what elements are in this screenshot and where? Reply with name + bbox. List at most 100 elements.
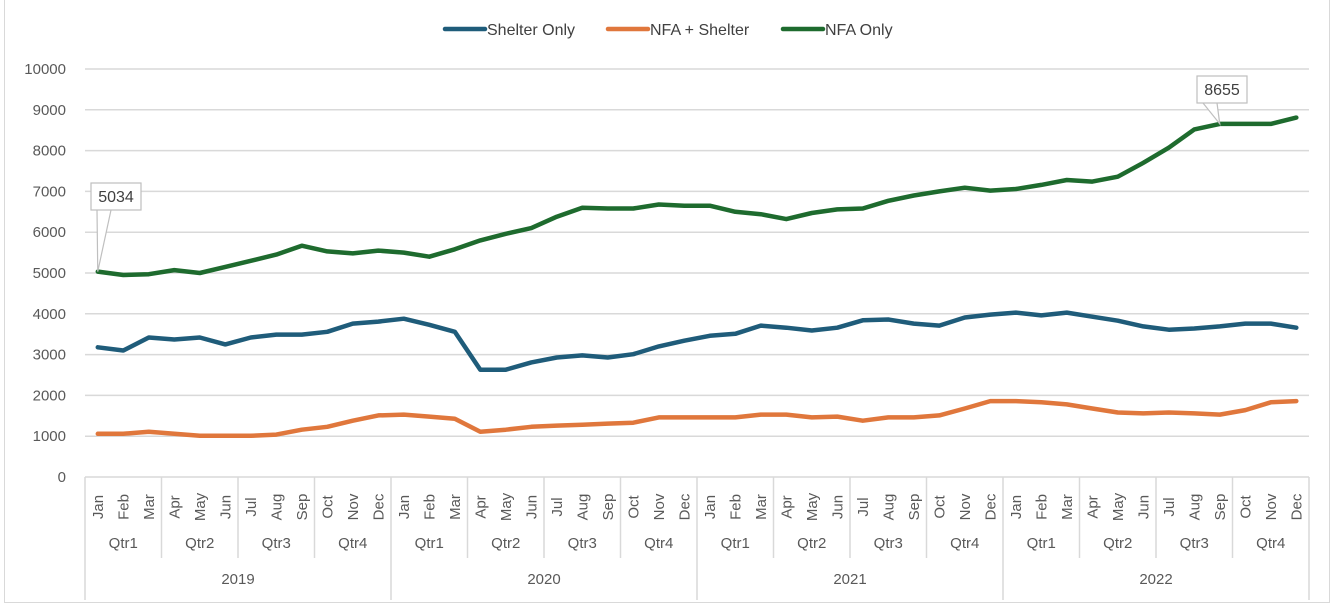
data-callouts: 5034 8655 [90,75,1248,272]
x-month-label: Dec [1288,493,1305,520]
x-quarter-label: Qtr1 [721,535,750,552]
x-year-label: 2022 [1139,571,1172,588]
x-month-label: Jul [549,497,566,516]
legend-label: NFA + Shelter [650,22,750,39]
x-month-label: Oct [1237,495,1254,519]
x-month-label: Mar [447,494,464,520]
x-month-label: Jun [217,495,234,519]
series-line-shelter-only [95,310,1299,372]
x-month-label: Aug [268,494,285,521]
series-line-nfa-shelter [95,398,1299,439]
x-month-label: Jun [523,495,540,519]
chart-frame [4,0,1330,603]
callout-leader [96,209,112,272]
x-month-label: Nov [345,493,362,520]
x-month-label: Jun [829,495,846,519]
x-quarter-label: Qtr4 [1256,535,1285,552]
x-month-label: Feb [421,494,438,520]
y-tick-label: 5000 [33,265,66,282]
y-tick-label: 10000 [24,61,66,78]
x-month-label: Mar [141,494,158,520]
x-quarter-label: Qtr1 [415,535,444,552]
callout-box [1196,75,1248,104]
x-month-label: Jul [855,497,872,516]
x-month-label: Mar [1059,494,1076,520]
legend-label: Shelter Only [487,22,575,39]
x-quarter-label: Qtr4 [950,535,979,552]
y-tick-label: 3000 [33,347,66,364]
x-month-label: Feb [1033,494,1050,520]
x-month-label: Aug [880,494,897,521]
y-tick-label: 8000 [33,143,66,160]
x-quarter-label: Qtr2 [491,535,520,552]
x-month-label: Sep [1212,494,1229,521]
x-quarter-label: Qtr4 [644,535,673,552]
x-month-label: Aug [1186,494,1203,521]
y-tick-label: 2000 [33,387,66,404]
x-month-label: Nov [1263,493,1280,520]
x-quarter-label: Qtr3 [1180,535,1209,552]
y-tick-label: 7000 [33,183,66,200]
x-quarter-label: Qtr2 [185,535,214,552]
series-line-nfa-only [95,115,1299,278]
x-month-label: Jul [1161,497,1178,516]
x-quarter-label: Qtr2 [1103,535,1132,552]
x-axis: Jan Feb Mar Apr May Jun Jul Aug Sep Oct Nov Dec Jan F… [84,476,1310,600]
x-month-label: Nov [651,493,668,520]
x-month-label: Oct [625,495,642,519]
gridlines [85,68,1309,437]
x-month-label: Feb [115,494,132,520]
x-month-label: May [192,492,209,521]
x-year-label: 2020 [527,571,560,588]
x-month-label: May [1110,492,1127,521]
series-lines [95,115,1299,439]
x-month-label: Sep [600,494,617,521]
x-month-label: Apr [1084,495,1101,518]
x-month-label: Jan [702,495,719,519]
callout-leader [1202,102,1221,126]
x-month-label: Jun [1135,495,1152,519]
x-month-label: Dec [982,493,999,520]
legend-label: NFA Only [825,22,893,39]
y-tick-label: 1000 [33,428,66,445]
y-axis: 0 1000 2000 3000 4000 5000 6000 7000 8000 9000 100… [24,61,66,486]
x-quarter-label: Qtr1 [1027,535,1056,552]
x-month-label: May [804,492,821,521]
x-month-label: Mar [753,494,770,520]
x-month-label: Oct [319,495,336,519]
x-quarter-label: Qtr3 [874,535,903,552]
x-month-label: Jan [396,495,413,519]
x-month-label: Sep [906,494,923,521]
y-tick-label: 6000 [33,224,66,241]
x-month-label: Oct [931,495,948,519]
callout-label: 8655 [1204,82,1240,99]
x-quarter-label: Qtr1 [109,535,138,552]
x-month-label: Feb [727,494,744,520]
x-month-label: Apr [778,495,795,518]
x-quarter-label: Qtr3 [262,535,291,552]
x-month-label: Nov [957,493,974,520]
callout-label: 5034 [98,189,134,206]
x-year-label: 2021 [833,571,866,588]
legend: Shelter Only NFA + Shelter NFA Only [442,22,893,39]
x-month-label: Jul [243,497,260,516]
x-quarter-label: Qtr3 [568,535,597,552]
y-tick-label: 0 [58,469,66,486]
x-month-label: Dec [370,493,387,520]
x-month-label: Apr [472,495,489,518]
data-callout: 8655 [1196,75,1248,126]
x-quarter-label: Qtr2 [797,535,826,552]
x-month-label: Sep [294,494,311,521]
y-tick-label: 9000 [33,102,66,119]
x-month-label: Dec [676,493,693,520]
x-month-label: May [498,492,515,521]
x-month-label: Jan [1008,495,1025,519]
x-month-label: Jan [90,495,107,519]
y-tick-label: 4000 [33,306,66,323]
data-callout: 5034 [90,182,142,272]
x-quarter-label: Qtr4 [338,535,367,552]
x-month-label: Apr [166,495,183,518]
callout-box [90,182,142,211]
x-year-label: 2019 [221,571,254,588]
